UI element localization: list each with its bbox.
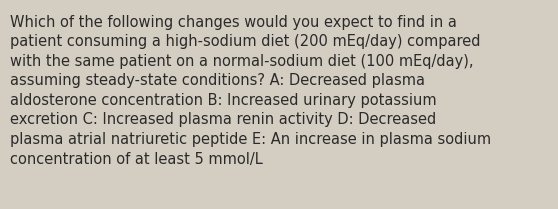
Text: Which of the following changes would you expect to find in a
patient consuming a: Which of the following changes would you… bbox=[10, 15, 491, 167]
